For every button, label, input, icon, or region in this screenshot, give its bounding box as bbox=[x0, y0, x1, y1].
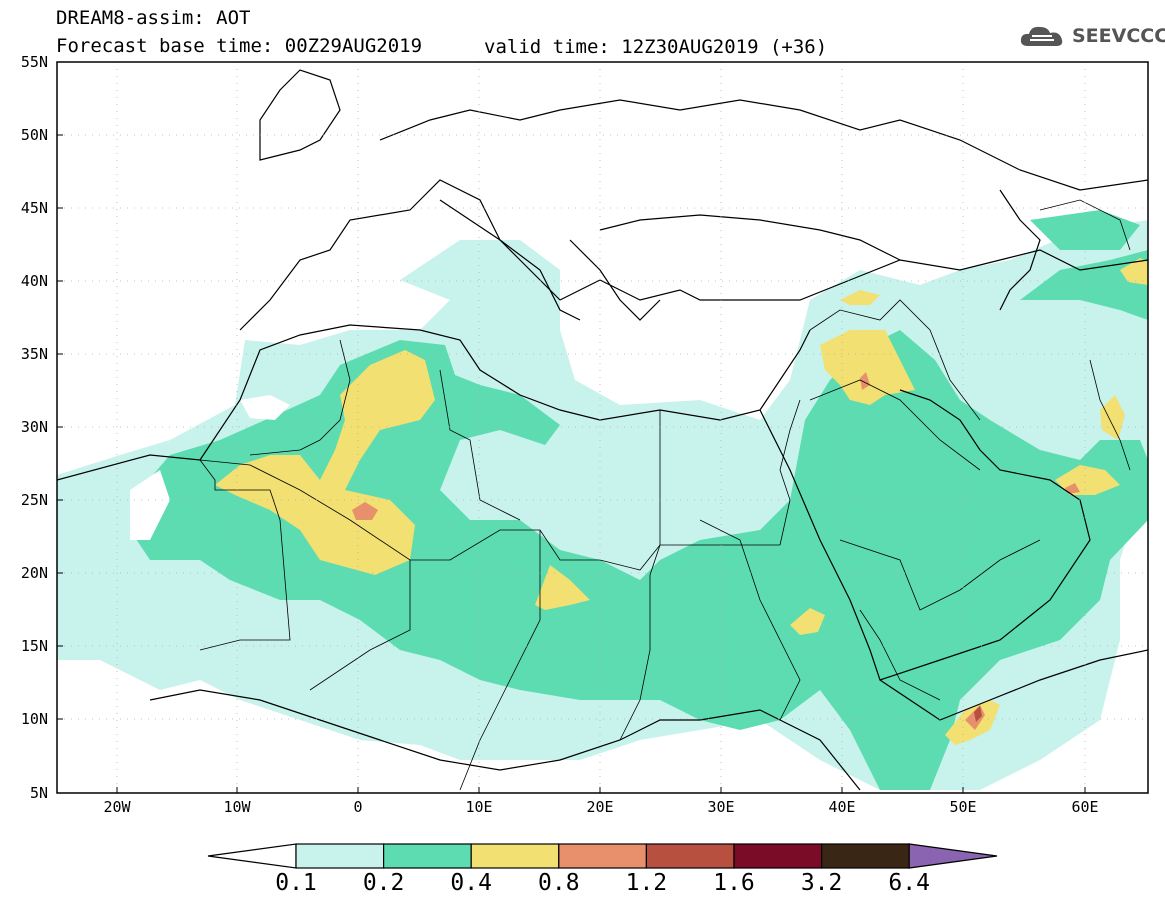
lat-label: 10N bbox=[21, 710, 48, 728]
colorbar-bin bbox=[820, 843, 910, 869]
colorbar-upper-arrow bbox=[908, 843, 998, 869]
colorbar-label: 0.4 bbox=[450, 870, 492, 896]
colorbar-bin bbox=[470, 843, 560, 869]
colorbar-label: 6.4 bbox=[888, 870, 930, 896]
seevccc-logo: SEEVCCC bbox=[1018, 22, 1165, 50]
lat-label: 35N bbox=[21, 345, 48, 363]
lat-label: 20N bbox=[21, 564, 48, 582]
cloud-logo-icon bbox=[1020, 26, 1063, 46]
lon-label: 20W bbox=[103, 798, 131, 816]
lon-label: 20E bbox=[586, 798, 613, 816]
lat-label: 5N bbox=[30, 784, 48, 802]
colorbar-bin bbox=[383, 843, 472, 869]
lon-label: 30E bbox=[707, 798, 734, 816]
lat-labels: 55N 50N 45N 40N 35N 30N 25N 20N 15N 10N … bbox=[21, 53, 48, 802]
lon-label: 50E bbox=[949, 798, 976, 816]
colorbar-bin bbox=[733, 843, 823, 869]
colorbar-label: 0.1 bbox=[275, 870, 317, 896]
lat-label: 25N bbox=[21, 491, 48, 509]
lat-label: 45N bbox=[21, 199, 48, 217]
lat-label: 40N bbox=[21, 272, 48, 290]
colorbar-lower-arrow bbox=[207, 843, 297, 869]
lon-label: 10W bbox=[223, 798, 251, 816]
colorbar bbox=[207, 843, 998, 869]
coastlines bbox=[57, 69, 1148, 791]
colorbar-bin bbox=[645, 843, 735, 869]
map-title: DREAM8-assim: AOT bbox=[56, 7, 251, 29]
colorbar-label: 0.2 bbox=[362, 870, 405, 896]
country-borders bbox=[199, 199, 1131, 791]
lon-label: 60E bbox=[1071, 798, 1098, 816]
colorbar-label: 3.2 bbox=[800, 870, 843, 896]
forecast-base-time: Forecast base time: 00Z29AUG2019 bbox=[56, 35, 423, 57]
lat-label: 55N bbox=[21, 53, 48, 71]
colorbar-label: 1.2 bbox=[625, 870, 668, 896]
lat-label: 15N bbox=[21, 637, 48, 655]
lon-label: 40E bbox=[828, 798, 855, 816]
lat-label: 50N bbox=[21, 126, 48, 144]
lat-label: 30N bbox=[21, 418, 48, 436]
axis-ticks bbox=[57, 61, 1086, 793]
lon-labels: 20W 10W 0 10E 20E 30E 40E 50E 60E bbox=[103, 798, 1098, 816]
colorbar-label: 0.8 bbox=[538, 870, 580, 896]
lon-label: 10E bbox=[465, 798, 492, 816]
logo-text: SEEVCCC bbox=[1072, 25, 1165, 47]
colorbar-bin bbox=[558, 843, 647, 869]
colorbar-label: 1.6 bbox=[713, 870, 755, 896]
lon-label: 0 bbox=[353, 798, 362, 816]
gridlines bbox=[57, 62, 1148, 793]
colorbar-bin bbox=[295, 843, 385, 869]
valid-time: valid time: 12Z30AUG2019 (+36) bbox=[484, 36, 828, 58]
